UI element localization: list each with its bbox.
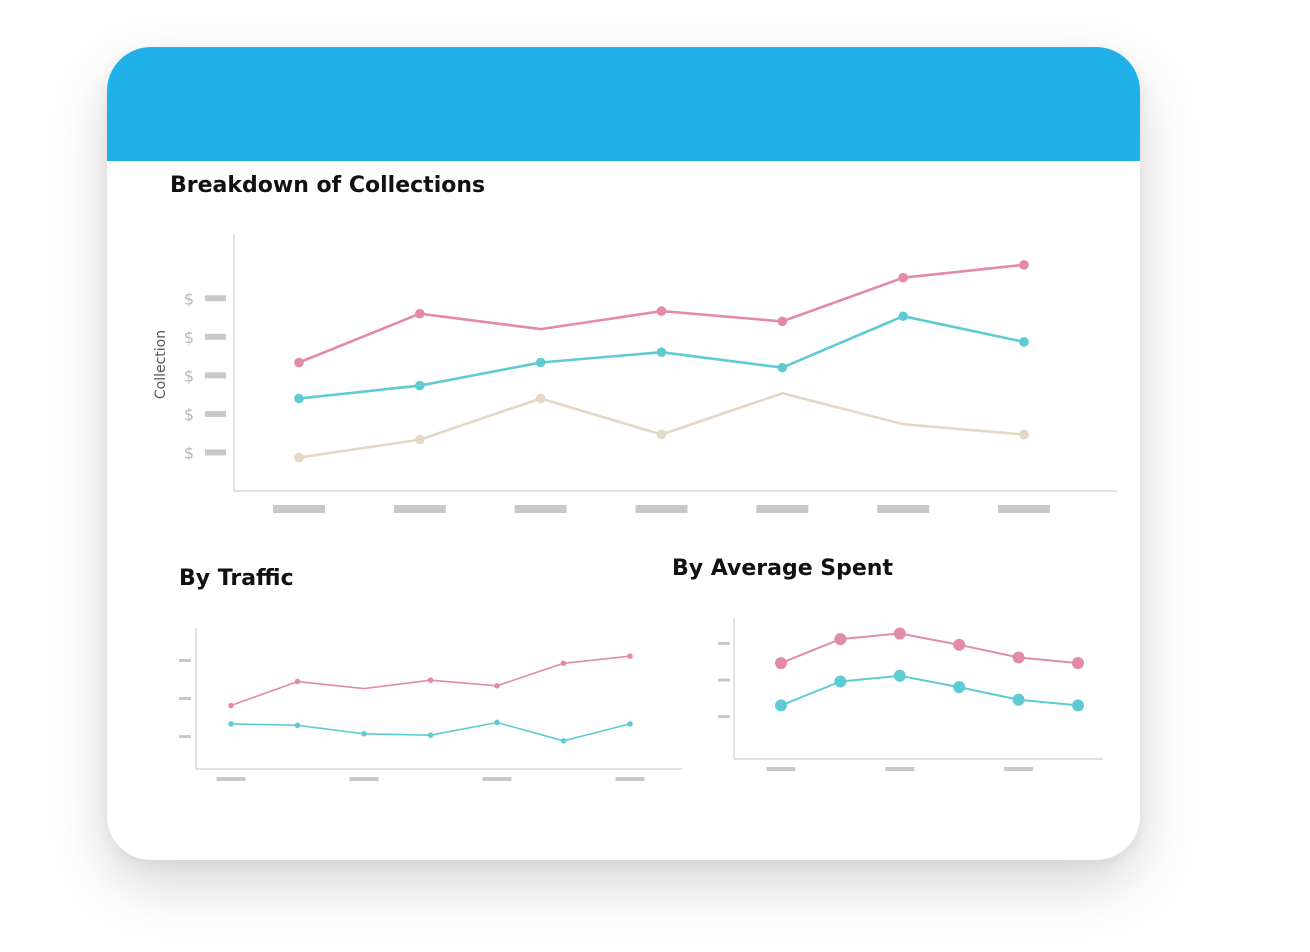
main-series-0-point [656, 306, 667, 316]
traffic-series-0-point [494, 683, 500, 689]
average-x-tick-placeholder [1004, 767, 1034, 771]
average-series-0-point [1072, 657, 1084, 670]
traffic-series-1-point [627, 721, 633, 727]
average-series-1-point [1072, 699, 1084, 712]
main-series-1-point [415, 380, 425, 391]
main-series-1-point [1019, 337, 1029, 347]
average-series-1-point [953, 681, 966, 694]
average-series-1-point [834, 675, 847, 688]
average-series-1-point [893, 669, 906, 682]
main-series-1-point [656, 347, 667, 358]
traffic-series-1-point [560, 738, 567, 744]
main-series-2-point [415, 434, 425, 445]
average-series-1-point [775, 699, 787, 712]
main-x-tick-placeholder [998, 505, 1050, 513]
main-series-1-point [535, 357, 546, 368]
traffic-series-1-point [361, 730, 367, 737]
traffic-series-1-point [294, 722, 301, 729]
average-series-1-line [780, 674, 1079, 707]
traffic-x-tick-placeholder [482, 777, 512, 781]
main-x-tick-placeholder [393, 505, 446, 513]
main-y-tick-placeholder [205, 449, 226, 456]
main-x-tick-placeholder [273, 505, 325, 513]
main-y-tick-placeholder [205, 372, 226, 379]
main-y-tick-label: $ [184, 443, 194, 462]
main-series-2-point [535, 393, 546, 404]
average-series-0-line [780, 632, 1079, 665]
average-y-tick-placeholder [718, 678, 730, 682]
main-y-tick-label: $ [184, 289, 194, 308]
main-y-tick-label: $ [184, 405, 194, 424]
main-series-0-point [294, 357, 304, 368]
traffic-chart-title: By Traffic [179, 566, 294, 591]
traffic-y-tick-placeholder [179, 658, 191, 662]
traffic-x-tick-placeholder [615, 777, 645, 781]
traffic-x-tick-placeholder [216, 777, 246, 781]
main-series-1-line [297, 314, 1026, 400]
average-series-0-point [1012, 651, 1025, 664]
traffic-y-tick-placeholder [179, 735, 191, 739]
traffic-series-0-point [427, 677, 434, 683]
main-series-0-point [415, 308, 425, 319]
average-y-tick-placeholder [718, 641, 730, 645]
main-series-1-point [777, 362, 788, 373]
main-series-0-point [898, 272, 908, 283]
average-series-0-point [834, 633, 847, 646]
average-y-tick-placeholder [718, 715, 730, 719]
average-x-tick-placeholder [885, 767, 915, 771]
main-series-2-point [294, 452, 304, 463]
main-y-tick-placeholder [205, 410, 226, 417]
main-series-1-point [898, 311, 908, 322]
traffic-series-1-point [427, 732, 434, 738]
main-series-2-point [656, 429, 667, 440]
average-chart-title: By Average Spent [672, 556, 893, 581]
card-header-bar [107, 47, 1140, 161]
main-series-0-point [777, 316, 788, 327]
traffic-x-tick-placeholder [349, 777, 379, 781]
main-x-tick-placeholder [756, 505, 809, 513]
main-x-tick-placeholder [635, 505, 688, 513]
average-series-0-point [953, 638, 966, 651]
traffic-series-0-point [627, 653, 633, 659]
main-y-tick-label: $ [184, 366, 194, 385]
average-x-tick-placeholder [766, 767, 796, 771]
traffic-series-1-point [228, 721, 234, 727]
main-x-tick-placeholder [877, 505, 930, 513]
average-series-0-point [893, 627, 906, 640]
average-series-1-point [1012, 693, 1025, 706]
traffic-y-tick-placeholder [179, 697, 191, 700]
average-series-0-point [775, 657, 787, 670]
main-y-tick-placeholder [205, 295, 226, 302]
main-chart-title: Breakdown of Collections [170, 173, 486, 198]
traffic-series-0-point [228, 702, 234, 709]
main-y-tick-placeholder [205, 333, 226, 340]
main-series-0-point [1019, 260, 1029, 270]
traffic-series-0-point [294, 678, 301, 685]
main-x-tick-placeholder [514, 505, 567, 513]
main-series-2-line [297, 391, 1026, 459]
main-series-1-point [294, 393, 304, 404]
main-y-tick-label: $ [184, 328, 194, 347]
traffic-series-0-point [560, 660, 567, 667]
main-series-2-point [1019, 429, 1029, 440]
traffic-series-1-line [230, 721, 631, 742]
main-y-axis-label: Collection [153, 330, 169, 399]
traffic-series-1-point [494, 719, 500, 726]
